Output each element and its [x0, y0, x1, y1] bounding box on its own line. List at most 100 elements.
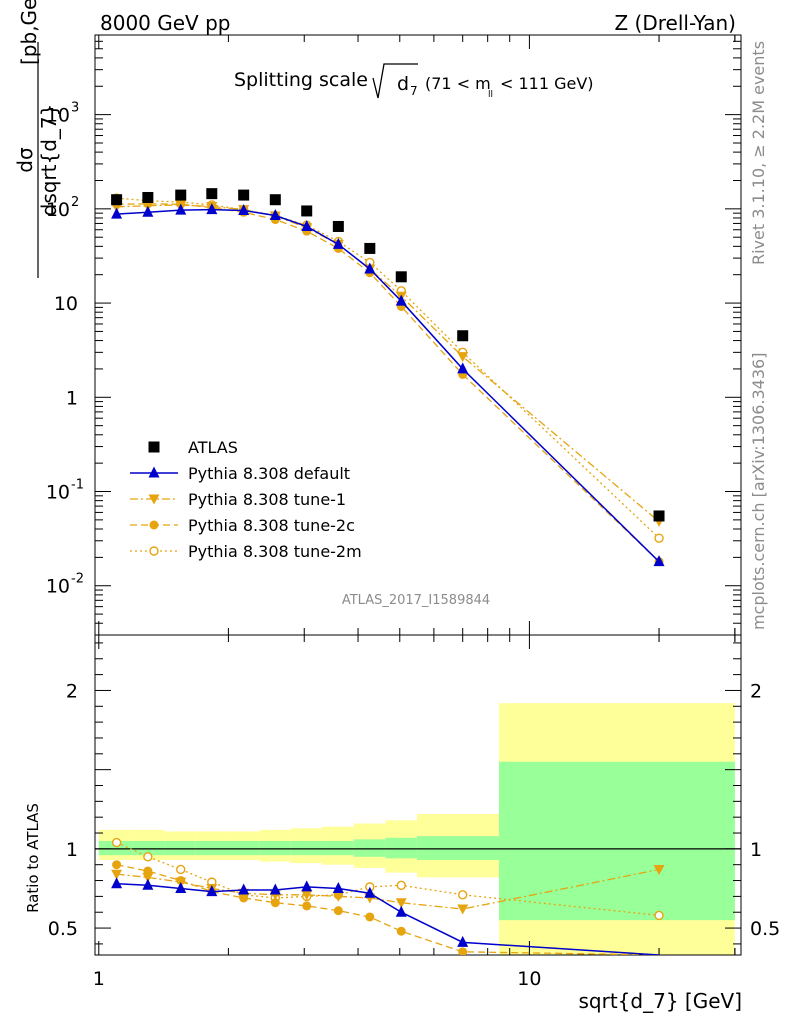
data-point	[111, 194, 123, 206]
data-point	[364, 262, 376, 274]
ratio-data-point	[176, 864, 186, 875]
ratio-series-line	[116, 841, 660, 917]
y-tick-label: 10	[54, 293, 78, 315]
ratio-data-point	[458, 947, 468, 955]
ratio-data-point	[111, 837, 122, 848]
ratio-data-point	[333, 906, 343, 916]
data-point	[395, 271, 407, 283]
legend-marker	[149, 520, 159, 530]
legend-entry: ATLAS	[148, 438, 238, 457]
ratio-data-point	[111, 869, 123, 880]
data-point	[238, 204, 250, 216]
y-tick-label-exp: -1	[71, 478, 84, 493]
title-cut: (71 < m	[425, 74, 491, 93]
ratio-data-point	[653, 864, 665, 875]
ratio-data-point	[142, 872, 154, 883]
ratio-data-point	[301, 890, 313, 901]
data-point	[457, 362, 469, 374]
analysis-watermark: ATLAS_2017_I1589844	[342, 593, 490, 608]
data-point	[142, 191, 154, 203]
ratio-data-point	[332, 881, 344, 893]
legend-entry: Pythia 8.308 tune-1	[130, 490, 346, 509]
data-point	[653, 555, 665, 567]
data-point	[175, 189, 187, 201]
ratio-y-tick-label-right: 2	[750, 680, 762, 702]
header-left: 8000 GeV pp	[100, 11, 231, 35]
legend-label: Pythia 8.308 tune-2c	[188, 516, 355, 535]
ratio-data-point	[238, 883, 250, 895]
ratio-y-axis-label: Ratio to ATLAS	[24, 803, 42, 913]
ratio-data-point	[364, 886, 376, 898]
data-point	[142, 205, 154, 217]
x-axis-label: sqrt{d_7} [GeV]	[579, 989, 743, 1013]
ratio-series-line	[116, 864, 660, 955]
data-point	[332, 220, 344, 232]
ratio-data-point	[654, 910, 664, 921]
series-line	[116, 197, 660, 539]
title-symbol-sub: 7	[410, 84, 418, 98]
ratio-data-point	[112, 860, 122, 870]
series-line	[116, 204, 660, 523]
ylabel-numerator: dσ	[13, 147, 37, 173]
ratio-data-point	[396, 926, 406, 936]
main-y-axis-label: dσ dsqrt{d_7} [pb,GeV	[13, 0, 61, 278]
ratio-data-point	[302, 901, 312, 911]
y-tick-label: 10 2	[46, 195, 79, 221]
x-tick-label: 1	[93, 968, 105, 990]
legend-entry: Pythia 8.308 tune-2c	[130, 516, 355, 535]
ratio-data-point	[301, 880, 313, 892]
ratio-y-tick-label-left: 1	[66, 839, 78, 861]
ylabel-unit: [pb,GeV	[17, 0, 41, 65]
data-point	[332, 237, 344, 249]
y-tick-label-base: 1	[66, 387, 78, 409]
ratio-data-point	[396, 880, 406, 890]
y-tick-label-base: 10	[54, 293, 78, 315]
ratio-y-tick-label-left: 0.5	[48, 918, 78, 940]
ratio-data-point	[206, 885, 218, 897]
ratio-y-tick-label-left: 2	[66, 680, 78, 702]
ratio-green-band	[132, 840, 165, 856]
ratio-green-band	[290, 840, 323, 856]
title-cut-end: < 111 GeV)	[500, 74, 594, 93]
series-pythia-8-308-default	[111, 203, 665, 567]
data-point	[206, 188, 218, 200]
legend-marker	[149, 546, 159, 556]
legend-marker	[148, 466, 160, 478]
ratio-data-point	[395, 898, 407, 909]
y-tick-label-exp: 2	[71, 195, 79, 210]
ratio-y-tick-label-right: 0.5	[750, 918, 780, 940]
ratio-data-point	[143, 852, 153, 862]
ratio-data-point	[365, 912, 375, 922]
ratio-data-point	[395, 905, 407, 917]
ratio-data-point	[269, 883, 281, 895]
legend-marker	[148, 441, 160, 453]
series-line	[116, 208, 660, 563]
data-point	[654, 533, 664, 543]
ratio-series-line	[116, 868, 660, 910]
rivet-version-text: Rivet 3.1.10, ≥ 2.2M events	[749, 41, 768, 265]
ratio-data-point	[457, 904, 469, 915]
ylabel-denominator: dsqrt{d_7}	[37, 104, 61, 217]
title-main: Splitting scale	[234, 69, 368, 91]
data-point	[301, 219, 313, 231]
y-tick-label-exp: -2	[71, 572, 84, 587]
ratio-data-point	[270, 898, 280, 908]
x-tick-label: 10	[517, 968, 541, 990]
legend-marker	[148, 494, 160, 505]
ratio-data-point	[111, 877, 123, 889]
data-point	[238, 189, 250, 201]
ratio-series-pythia-8-308-default	[111, 877, 660, 955]
ratio-data-point	[457, 935, 469, 947]
ratio-data-point	[458, 890, 468, 900]
data-point	[364, 242, 376, 254]
title-cut-sub: ll	[488, 90, 493, 100]
y-tick-label: 10 -1	[46, 478, 84, 504]
sqrt-symbol-icon	[372, 63, 418, 99]
legend-label: ATLAS	[188, 438, 238, 457]
ratio-green-band	[353, 839, 386, 857]
legend-entry: Pythia 8.308 default	[130, 464, 350, 483]
ratio-y-tick-label-right: 1	[750, 839, 762, 861]
data-point	[653, 510, 665, 522]
